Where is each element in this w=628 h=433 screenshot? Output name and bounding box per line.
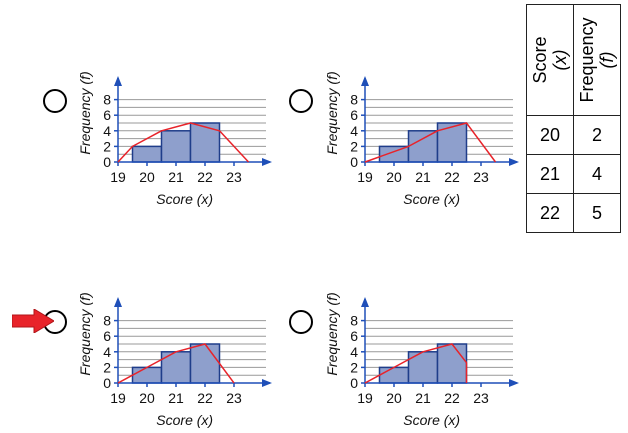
x-tick-label: 23 bbox=[473, 390, 489, 406]
frequency-polygon-line bbox=[117, 343, 235, 384]
table-cell-score: 20 bbox=[526, 115, 574, 155]
histogram-bar bbox=[160, 130, 192, 163]
x-tick-label: 19 bbox=[110, 390, 126, 406]
y-tick-label: 8 bbox=[350, 313, 358, 329]
y-axis-label: Frequency (f) bbox=[324, 292, 340, 375]
y-tick-label: 2 bbox=[103, 138, 111, 154]
y-tick-label: 2 bbox=[103, 359, 111, 375]
score-header: Score bbox=[530, 36, 550, 84]
x-axis-label: Score (x) bbox=[156, 412, 213, 428]
histogram-bar bbox=[436, 343, 468, 384]
answer-option-radio-top-left[interactable] bbox=[43, 89, 67, 113]
table-cell-frequency: 2 bbox=[573, 115, 621, 155]
x-axis-arrowhead bbox=[509, 379, 519, 387]
y-tick-label: 6 bbox=[103, 107, 111, 123]
red-arrow-icon bbox=[12, 309, 54, 333]
histogram-bar bbox=[189, 343, 221, 384]
x-axis-label: Score (x) bbox=[403, 412, 460, 428]
y-tick-label: 8 bbox=[103, 92, 111, 108]
y-axis-label: Frequency (f) bbox=[77, 71, 93, 154]
x-tick-label: 23 bbox=[226, 390, 242, 406]
y-tick-label: 0 bbox=[350, 375, 358, 391]
x-tick-label: 20 bbox=[139, 390, 155, 406]
y-tick-label: 6 bbox=[350, 107, 358, 123]
y-tick-label: 8 bbox=[103, 313, 111, 329]
y-axis-label: Frequency (f) bbox=[324, 71, 340, 154]
histogram-bar bbox=[407, 130, 439, 163]
y-axis-arrowhead bbox=[114, 297, 122, 307]
x-tick-label: 22 bbox=[197, 390, 213, 406]
y-axis-arrowhead bbox=[114, 76, 122, 86]
x-tick-label: 20 bbox=[386, 390, 402, 406]
frequency-variable: (f) bbox=[597, 51, 617, 69]
x-tick-label: 20 bbox=[386, 169, 402, 185]
x-tick-label: 22 bbox=[444, 390, 460, 406]
frequency-header: Frequency bbox=[577, 17, 597, 103]
histogram-bar bbox=[436, 122, 468, 163]
y-tick-label: 0 bbox=[350, 154, 358, 170]
frequency-polygon-line bbox=[364, 122, 497, 163]
score-header-cell: Score (x) bbox=[526, 4, 574, 116]
score-variable: (x) bbox=[550, 49, 570, 71]
y-tick-label: 6 bbox=[103, 328, 111, 344]
x-tick-label: 22 bbox=[197, 169, 213, 185]
table-cell-score: 21 bbox=[526, 154, 574, 194]
histogram-bar bbox=[378, 366, 410, 384]
frequency-table: Score (x) Frequency (f) 20 2 21 4 22 5 bbox=[526, 4, 621, 233]
table-cell-frequency: 5 bbox=[573, 193, 621, 233]
y-tick-label: 8 bbox=[350, 92, 358, 108]
histogram-bar bbox=[189, 122, 221, 163]
table-cell-score: 22 bbox=[526, 193, 574, 233]
frequency-polygon-line bbox=[117, 122, 250, 163]
y-tick-label: 4 bbox=[103, 344, 111, 360]
x-tick-label: 21 bbox=[168, 390, 184, 406]
y-tick-label: 0 bbox=[103, 154, 111, 170]
x-tick-label: 23 bbox=[226, 169, 242, 185]
y-tick-label: 2 bbox=[350, 138, 358, 154]
x-tick-label: 19 bbox=[357, 169, 373, 185]
answer-option-radio-top-right[interactable] bbox=[289, 89, 313, 113]
x-tick-label: 21 bbox=[415, 169, 431, 185]
x-tick-label: 22 bbox=[444, 169, 460, 185]
x-tick-label: 23 bbox=[473, 169, 489, 185]
x-axis-arrowhead bbox=[262, 379, 272, 387]
y-axis-arrowhead bbox=[361, 76, 369, 86]
histogram-bar bbox=[131, 145, 163, 163]
y-tick-label: 4 bbox=[103, 123, 111, 139]
frequency-polygon-line bbox=[364, 343, 468, 384]
answer-option-radio-bottom-right[interactable] bbox=[289, 310, 313, 334]
x-axis-arrowhead bbox=[509, 158, 519, 166]
x-axis-label: Score (x) bbox=[403, 191, 460, 207]
x-axis-arrowhead bbox=[262, 158, 272, 166]
histogram-bar bbox=[131, 366, 163, 384]
y-tick-label: 4 bbox=[350, 344, 358, 360]
y-axis-label: Frequency (f) bbox=[77, 292, 93, 375]
x-tick-label: 21 bbox=[168, 169, 184, 185]
y-tick-label: 0 bbox=[103, 375, 111, 391]
y-tick-label: 6 bbox=[350, 328, 358, 344]
x-tick-label: 20 bbox=[139, 169, 155, 185]
y-tick-label: 4 bbox=[350, 123, 358, 139]
x-axis-label: Score (x) bbox=[156, 191, 213, 207]
x-tick-label: 19 bbox=[110, 169, 126, 185]
y-tick-label: 2 bbox=[350, 359, 358, 375]
table-cell-frequency: 4 bbox=[573, 154, 621, 194]
frequency-header-cell: Frequency (f) bbox=[573, 4, 621, 116]
x-tick-label: 19 bbox=[357, 390, 373, 406]
x-tick-label: 21 bbox=[415, 390, 431, 406]
y-axis-arrowhead bbox=[361, 297, 369, 307]
